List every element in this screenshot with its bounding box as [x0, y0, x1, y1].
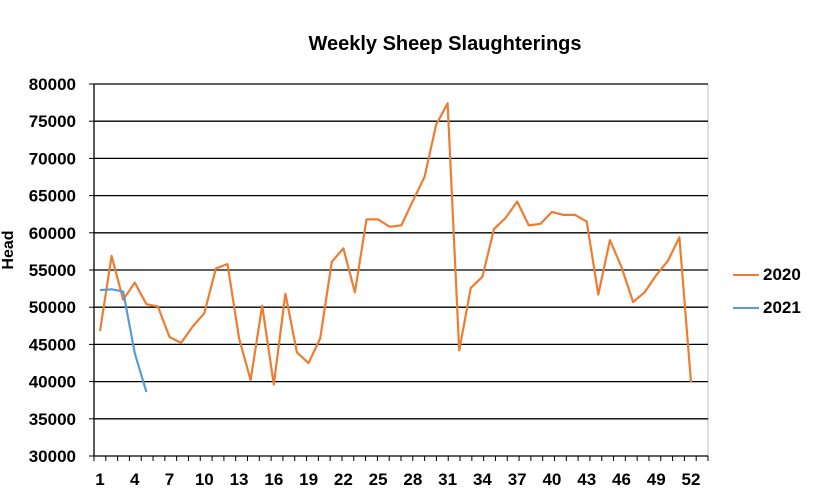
x-tick-label: 7 — [165, 470, 174, 489]
x-tick-label: 49 — [647, 470, 666, 489]
y-tick-label: 50000 — [29, 298, 76, 317]
x-tick-label: 19 — [299, 470, 318, 489]
x-tick-label: 13 — [230, 470, 249, 489]
x-tick-label: 52 — [682, 470, 701, 489]
y-tick-label: 60000 — [29, 224, 76, 243]
series-lines — [98, 102, 693, 393]
legend-swatch-2021 — [733, 306, 759, 309]
x-tick-label: 37 — [508, 470, 527, 489]
chart-title: Weekly Sheep Slaughterings — [308, 33, 582, 55]
x-tick-label: 34 — [473, 470, 492, 489]
x-tick-label: 28 — [403, 470, 422, 489]
series-line-2021 — [99, 288, 148, 393]
y-tick-label: 35000 — [29, 410, 76, 429]
x-tick-label: 25 — [369, 470, 388, 489]
x-tick-label: 43 — [577, 470, 596, 489]
y-tick-label: 65000 — [29, 187, 76, 206]
x-tick-label: 31 — [438, 470, 457, 489]
y-tick-label: 80000 — [29, 75, 76, 94]
y-axis-title: Head — [0, 230, 17, 269]
gridlines — [94, 83, 709, 457]
series-line-2020 — [98, 102, 693, 386]
x-tick-label: 4 — [130, 470, 140, 489]
x-tick-label: 40 — [542, 470, 561, 489]
legend-label-2020: 2020 — [763, 264, 801, 284]
x-tick-label: 1 — [95, 470, 104, 489]
legend-swatch-2020 — [733, 273, 759, 276]
x-tick-label: 10 — [195, 470, 214, 489]
y-tick-label: 45000 — [29, 335, 76, 354]
x-axis: 1 4 7 10 13 16 19 22 25 28 31 34 37 40 43 46 49 52 — [93, 456, 709, 489]
legend-item-2020: 2020 — [733, 258, 801, 291]
y-tick-label: 75000 — [29, 112, 76, 131]
legend-label-2021: 2021 — [763, 297, 801, 317]
y-tick-label: 30000 — [29, 447, 76, 466]
y-axis: 30000 35000 40000 45000 50000 55000 60000 65000… — [29, 75, 95, 466]
y-tick-label: 55000 — [29, 261, 76, 280]
x-tick-label: 46 — [612, 470, 631, 489]
y-tick-label: 70000 — [29, 149, 76, 168]
x-tick-label: 16 — [264, 470, 283, 489]
legend-item-2021: 2021 — [733, 291, 801, 324]
legend: 2020 2021 — [733, 258, 801, 324]
y-tick-label: 40000 — [29, 373, 76, 392]
x-tick-label: 22 — [334, 470, 353, 489]
